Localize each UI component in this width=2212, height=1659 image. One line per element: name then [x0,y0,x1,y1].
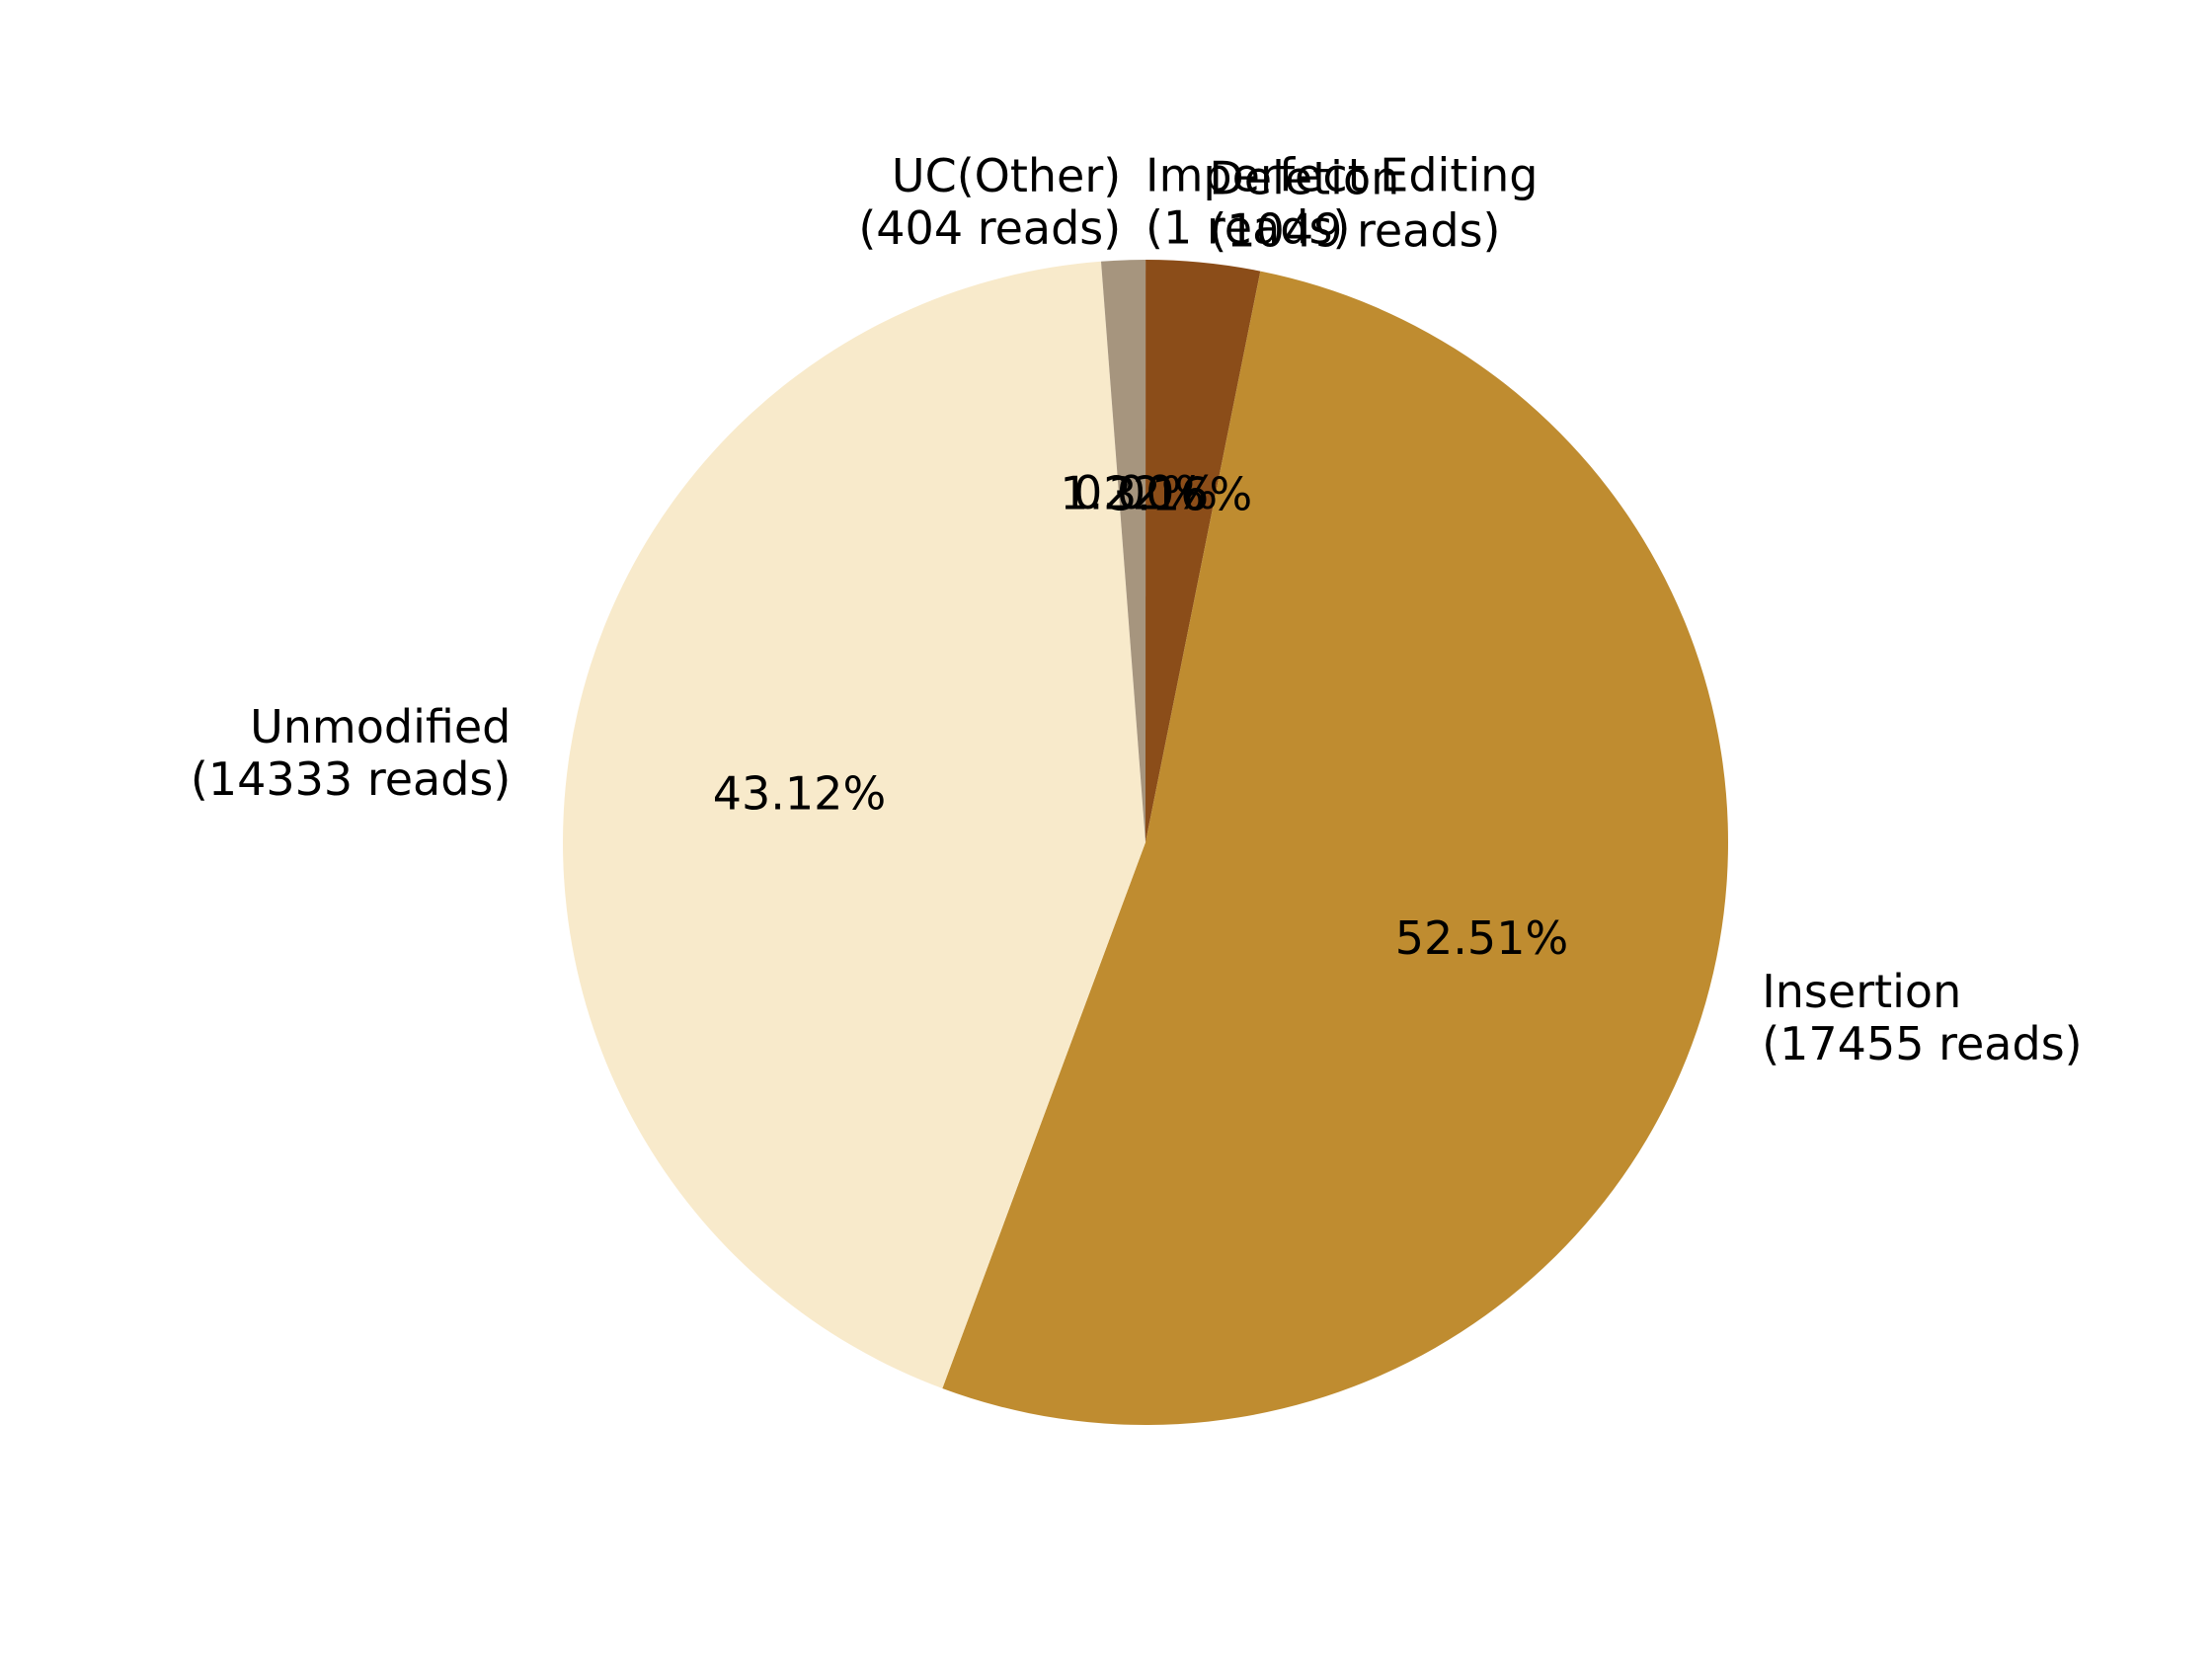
pie-slice-deletion [1146,260,1261,842]
slice-name-imperfect-editing: Imperfect Editing [1146,149,1538,202]
slice-name-unmodified: Unmodified [250,700,511,753]
slice-name-deletion: Deletion [1209,152,1399,205]
slice-name-insertion: Insertion [1762,965,1961,1018]
percent-label-unmodified: 43.12% [713,767,886,821]
slice-name-uc-other: UC(Other) [892,149,1121,202]
pie-slices [562,259,1728,1426]
slice-reads-deletion: (1049 reads) [1209,204,1500,258]
percent-label-uc-other: 1.22% [1060,466,1204,519]
slice-label-imperfect-editing: Imperfect Editing (1 reads) [1146,149,1538,255]
slice-reads-insertion: (17455 reads) [1762,1017,2082,1070]
slice-reads-uc-other: (404 reads) [858,201,1121,255]
pie-slice-labels: Imperfect Editing (1 reads)Deletion (1049 … [191,149,2083,1071]
slice-reads-imperfect-editing: (1 reads) [1146,201,1350,255]
slice-label-deletion: Deletion (1049 reads) [1209,152,1500,258]
slice-label-unmodified: Unmodified (14333 reads) [191,700,511,806]
pie-slice-insertion [942,271,1728,1426]
pie-percent-labels: 0.00%3.16% 52.51% 43.12% 1.22% [713,466,1568,965]
percent-label-deletion: 3.16% [1108,468,1252,521]
slice-reads-unmodified: (14333 reads) [191,752,511,806]
slice-label-uc-other: UC(Other) (404 reads) [858,149,1121,255]
percent-label-imperfect-editing: 0.00% [1073,466,1218,519]
percent-label-insertion: 52.51% [1395,911,1568,965]
slice-label-insertion: Insertion (17455 reads) [1762,965,2082,1070]
pie-slice-unmodified [562,261,1146,1388]
pie-slice-uc-other [1100,260,1146,842]
